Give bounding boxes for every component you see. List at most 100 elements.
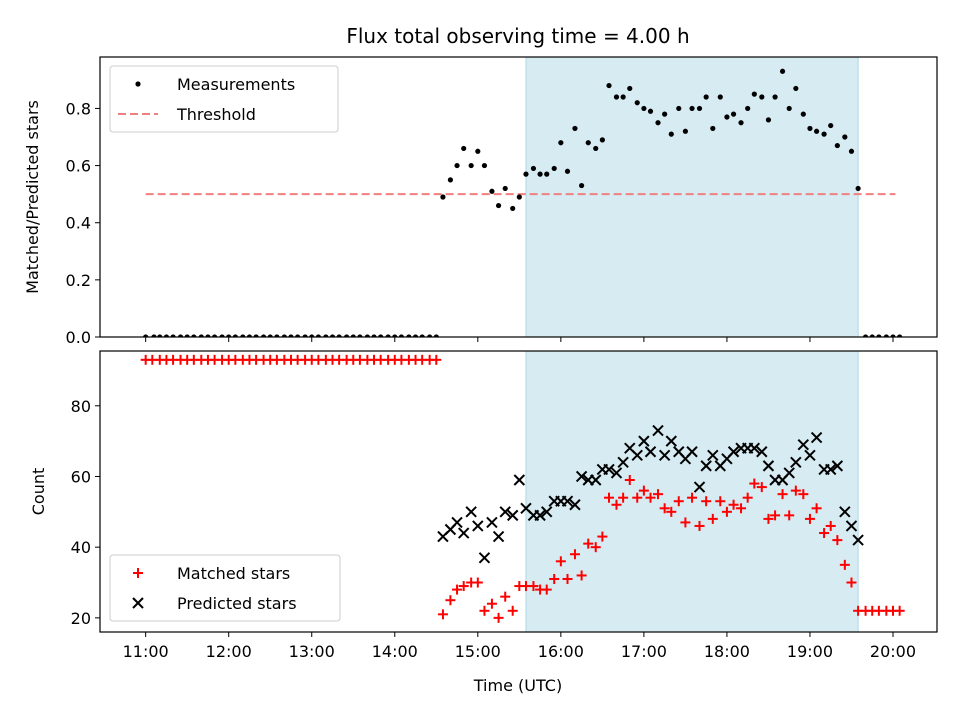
measurement-point [558, 140, 564, 146]
matched-star-point [749, 478, 760, 489]
y-tick-label: 0.6 [66, 157, 91, 176]
chart-title: Flux total observing time = 4.00 h [346, 24, 689, 48]
measurement-point [406, 334, 412, 337]
observing-window-shade [525, 350, 859, 633]
matched-star-point [549, 573, 560, 584]
predicted-star-point-b [665, 435, 677, 447]
predicted-star-point-b [756, 446, 768, 458]
measurement-point [655, 120, 661, 126]
predicted-star-point-b [686, 446, 698, 458]
matched-star-point [576, 570, 587, 581]
matched-star-point [666, 506, 677, 517]
legend-measurements-swatch [135, 81, 141, 87]
matched-star-point [701, 496, 712, 507]
matched-star-point [632, 492, 643, 503]
predicted-star-point [451, 516, 463, 529]
measurement-point [544, 171, 550, 177]
measurement-point [738, 120, 744, 126]
matched-star-point [590, 542, 601, 553]
x-tick-label: 15:00 [455, 642, 501, 661]
matched-star-point [811, 503, 822, 514]
predicted-star-point-b [451, 516, 463, 529]
matched-star-point [445, 595, 456, 606]
predicted-star-point [756, 446, 768, 458]
predicted-star-point [499, 506, 511, 518]
predicted-star-point-b [762, 460, 775, 472]
predicted-star-point [534, 509, 546, 522]
measurement-point [869, 334, 875, 337]
measurement-point [198, 334, 204, 337]
matched-star-point [437, 609, 448, 620]
predicted-star-point [748, 442, 761, 454]
data-points [143, 68, 903, 337]
measurement-point [378, 334, 384, 337]
x-tick-label: 16:00 [538, 642, 584, 661]
measurement-point [309, 334, 315, 337]
measurement-point [813, 128, 820, 134]
data-points [140, 354, 905, 623]
measurement-point [834, 142, 840, 149]
predicted-star-point [783, 467, 795, 479]
measurement-point [267, 334, 273, 337]
predicted-star-point-b [603, 463, 615, 476]
measurement-point [350, 334, 356, 337]
measurement-point [779, 68, 786, 74]
predicted-star-point [686, 446, 698, 458]
matched-star-point [819, 528, 830, 539]
measurement-point [585, 140, 591, 146]
predicted-star-point-b [506, 509, 519, 522]
predicted-star-point-b [513, 474, 526, 486]
predicted-star-point [617, 456, 629, 469]
measurement-point [184, 334, 190, 337]
measurement-point [530, 165, 537, 172]
matched-star-point [687, 492, 698, 503]
x-tick-label: 18:00 [704, 642, 750, 661]
measurement-point [412, 334, 419, 337]
y-tick-label: 40 [71, 538, 91, 557]
measurement-point [440, 194, 446, 200]
measurement-point [579, 182, 585, 189]
measurement-point [848, 148, 855, 154]
y-axis-label: Count [29, 468, 48, 516]
measurement-point [606, 82, 612, 89]
predicted-star-point-b [541, 506, 553, 518]
measurement-point [163, 334, 170, 337]
measurement-point [551, 165, 557, 172]
measurement-point [191, 334, 197, 337]
measurement-point [246, 334, 253, 337]
matched-star-point [659, 503, 670, 514]
measurement-point [710, 125, 716, 132]
measurement-point [537, 171, 543, 177]
matched-star-point [694, 520, 705, 531]
measurement-point [329, 334, 336, 337]
matched-star-point [452, 584, 463, 595]
predicted-star-point [472, 520, 484, 532]
measurement-point [634, 100, 640, 106]
predicted-star-point-b [492, 530, 505, 543]
measurement-point [495, 202, 502, 209]
predicted-star-point-b [617, 456, 629, 469]
observing-window-shade [525, 56, 859, 338]
predicted-star-point [804, 449, 816, 461]
matched-star-point [839, 559, 850, 570]
matched-star-point [500, 591, 511, 602]
predicted-star-point [810, 431, 823, 444]
matched-star-point [597, 531, 608, 542]
predicted-star-point [492, 530, 505, 543]
measurement-point [357, 334, 363, 337]
predicted-star-point-b [638, 435, 650, 447]
measurement-point [371, 334, 377, 337]
measurement-point [427, 334, 433, 337]
measurement-point [682, 128, 689, 134]
matched-star-point [742, 492, 753, 503]
y-tick-label: 0.4 [66, 214, 91, 233]
measurement-point [828, 122, 834, 129]
predicted-star-point [541, 506, 553, 518]
matched-star-point [715, 496, 726, 507]
matched-star-point [604, 492, 615, 503]
y-tick-label: 20 [71, 609, 91, 628]
measurement-point [696, 105, 703, 112]
measurement-point [502, 185, 508, 192]
legend-box [109, 65, 339, 133]
